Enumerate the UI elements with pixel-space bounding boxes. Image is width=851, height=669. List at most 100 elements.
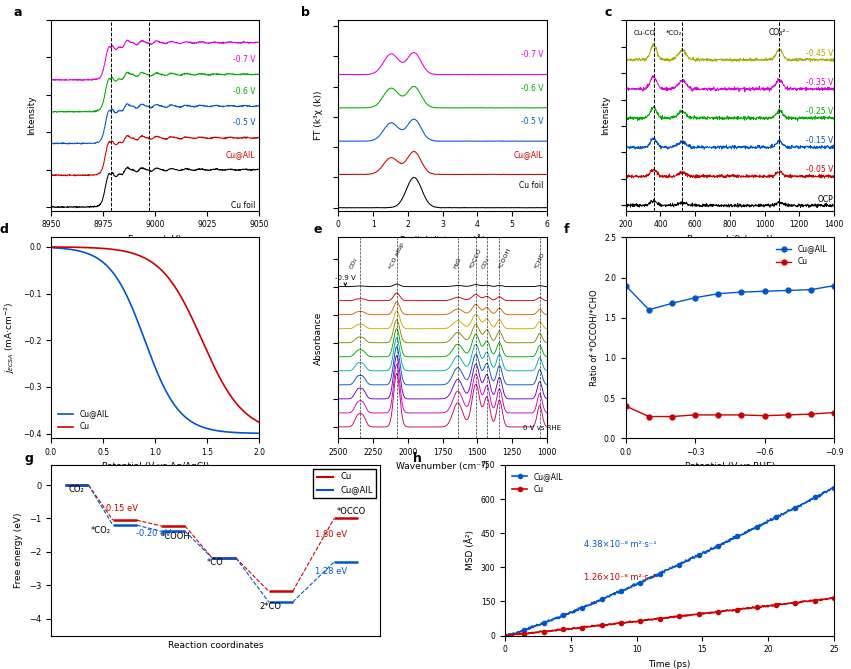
Text: Cu foil: Cu foil <box>231 201 255 209</box>
Legend: Cu@AIL, Cu: Cu@AIL, Cu <box>774 242 831 269</box>
Cu <box>249 415 260 423</box>
Y-axis label: $j_{ECSA}$ (mA·cm$^{-2}$): $j_{ECSA}$ (mA·cm$^{-2}$) <box>3 302 17 374</box>
Line: Cu@AIL: Cu@AIL <box>51 248 260 434</box>
Y-axis label: MSD (Å²): MSD (Å²) <box>465 531 475 570</box>
X-axis label: Potential (V vs Ag/AgCl): Potential (V vs Ag/AgCl) <box>101 462 208 472</box>
Text: -0.20 eV: -0.20 eV <box>136 529 171 538</box>
Text: 0.15 eV: 0.15 eV <box>106 504 138 513</box>
Text: *CHO: *CHO <box>534 252 545 270</box>
Cu <box>690 411 700 419</box>
Text: 0 V vs RHE: 0 V vs RHE <box>523 425 562 431</box>
X-axis label: Potential (V vs RHE): Potential (V vs RHE) <box>685 462 775 472</box>
Text: *CO atop: *CO atop <box>388 242 405 270</box>
Y-axis label: Intensity: Intensity <box>26 96 36 135</box>
Line: Cu: Cu <box>51 247 260 422</box>
Line: Cu@AIL: Cu@AIL <box>623 283 837 312</box>
Cu@AIL <box>170 401 180 409</box>
X-axis label: Radial distance (Å): Radial distance (Å) <box>400 235 485 245</box>
Text: d: d <box>0 223 8 236</box>
Text: Cu@AIL: Cu@AIL <box>226 150 255 159</box>
Cu@AIL <box>736 288 746 296</box>
X-axis label: Wavenumber (cm⁻¹): Wavenumber (cm⁻¹) <box>397 462 488 472</box>
Text: -0.9 V: -0.9 V <box>335 274 356 286</box>
Text: *COOH: *COOH <box>498 248 512 270</box>
Y-axis label: Absorbance: Absorbance <box>314 311 323 365</box>
Text: H₂O: H₂O <box>453 256 463 270</box>
Text: f: f <box>563 223 568 236</box>
Text: -0.6 V: -0.6 V <box>232 86 255 96</box>
Cu <box>170 283 180 291</box>
Cu <box>254 418 265 426</box>
Text: Cu@AIL: Cu@AIL <box>514 151 543 159</box>
Legend: Cu@AIL, Cu: Cu@AIL, Cu <box>54 407 111 434</box>
Text: 1.26×10⁻⁸ m²·s⁻¹: 1.26×10⁻⁸ m²·s⁻¹ <box>584 573 656 582</box>
Cu <box>667 413 677 421</box>
Text: *OCCO: *OCCO <box>469 248 483 270</box>
Text: Cu foil: Cu foil <box>519 181 543 189</box>
Text: -0.7 V: -0.7 V <box>232 55 255 64</box>
Text: 1.80 eV: 1.80 eV <box>315 530 347 539</box>
Cu@AIL <box>217 427 227 436</box>
Y-axis label: Intensity: Intensity <box>602 96 610 135</box>
Cu <box>783 411 793 419</box>
Cu <box>806 410 816 418</box>
Text: 2*CO: 2*CO <box>260 603 282 611</box>
Cu@AIL <box>46 244 56 252</box>
Text: -0.7 V: -0.7 V <box>521 50 543 60</box>
Cu@AIL <box>829 282 839 290</box>
Text: 4.38×10⁻⁸ m²·s⁻¹: 4.38×10⁻⁸ m²·s⁻¹ <box>584 540 657 549</box>
Cu@AIL <box>783 286 793 294</box>
Y-axis label: Free energy (eV): Free energy (eV) <box>14 512 24 588</box>
Cu <box>644 413 654 421</box>
Text: CO₃²⁻: CO₃²⁻ <box>768 28 790 37</box>
Y-axis label: FT (k³χ (k)): FT (k³χ (k)) <box>314 91 323 140</box>
Cu <box>829 409 839 417</box>
Text: b: b <box>301 6 310 19</box>
Text: CO₂: CO₂ <box>69 486 84 494</box>
Text: 1.28 eV: 1.28 eV <box>315 567 347 575</box>
Text: -0.35 V: -0.35 V <box>806 78 833 87</box>
Cu@AIL <box>690 294 700 302</box>
Text: h: h <box>413 452 422 464</box>
X-axis label: Time (ps): Time (ps) <box>648 660 691 669</box>
Cu@AIL <box>145 350 155 358</box>
Cu@AIL <box>254 429 265 438</box>
Cu <box>620 402 631 410</box>
Cu <box>146 258 157 266</box>
Text: -0.5 V: -0.5 V <box>232 118 255 127</box>
Legend: Cu@AIL, Cu: Cu@AIL, Cu <box>509 469 566 496</box>
Text: -0.15 V: -0.15 V <box>806 136 833 145</box>
Text: -0.45 V: -0.45 V <box>806 49 833 58</box>
Text: -0.05 V: -0.05 V <box>806 165 833 175</box>
Cu@AIL <box>146 353 157 361</box>
Cu <box>217 377 227 385</box>
Text: -0.5 V: -0.5 V <box>521 117 543 126</box>
Cu <box>46 243 56 251</box>
Text: CO₂: CO₂ <box>349 257 358 270</box>
Text: *CO₂: *CO₂ <box>91 526 111 535</box>
Text: Cu-CO: Cu-CO <box>634 30 656 36</box>
Cu@AIL <box>667 299 677 307</box>
Legend: Cu, Cu@AIL: Cu, Cu@AIL <box>313 469 376 498</box>
Line: Cu: Cu <box>623 403 837 419</box>
Cu@AIL <box>713 290 723 298</box>
Cu <box>158 268 168 276</box>
Cu <box>145 257 155 265</box>
Cu@AIL <box>249 429 260 438</box>
Cu <box>713 411 723 419</box>
Text: a: a <box>14 6 22 19</box>
Text: CO₃⁻: CO₃⁻ <box>482 254 493 270</box>
Text: *CO₂: *CO₂ <box>666 30 683 36</box>
Text: c: c <box>605 6 613 19</box>
Cu <box>736 411 746 419</box>
X-axis label: Reaction coordinates: Reaction coordinates <box>168 641 263 650</box>
Y-axis label: Ratio of *OCCOH/*CHO: Ratio of *OCCOH/*CHO <box>590 290 598 386</box>
Text: *OCCO: *OCCO <box>337 508 366 516</box>
Text: g: g <box>25 452 34 464</box>
Cu@AIL <box>644 306 654 314</box>
X-axis label: Energy (eV): Energy (eV) <box>129 235 182 244</box>
X-axis label: Raman shift (cm⁻¹): Raman shift (cm⁻¹) <box>687 235 773 244</box>
Text: -0.25 V: -0.25 V <box>806 107 833 116</box>
Cu@AIL <box>158 383 168 391</box>
Text: e: e <box>313 223 322 236</box>
